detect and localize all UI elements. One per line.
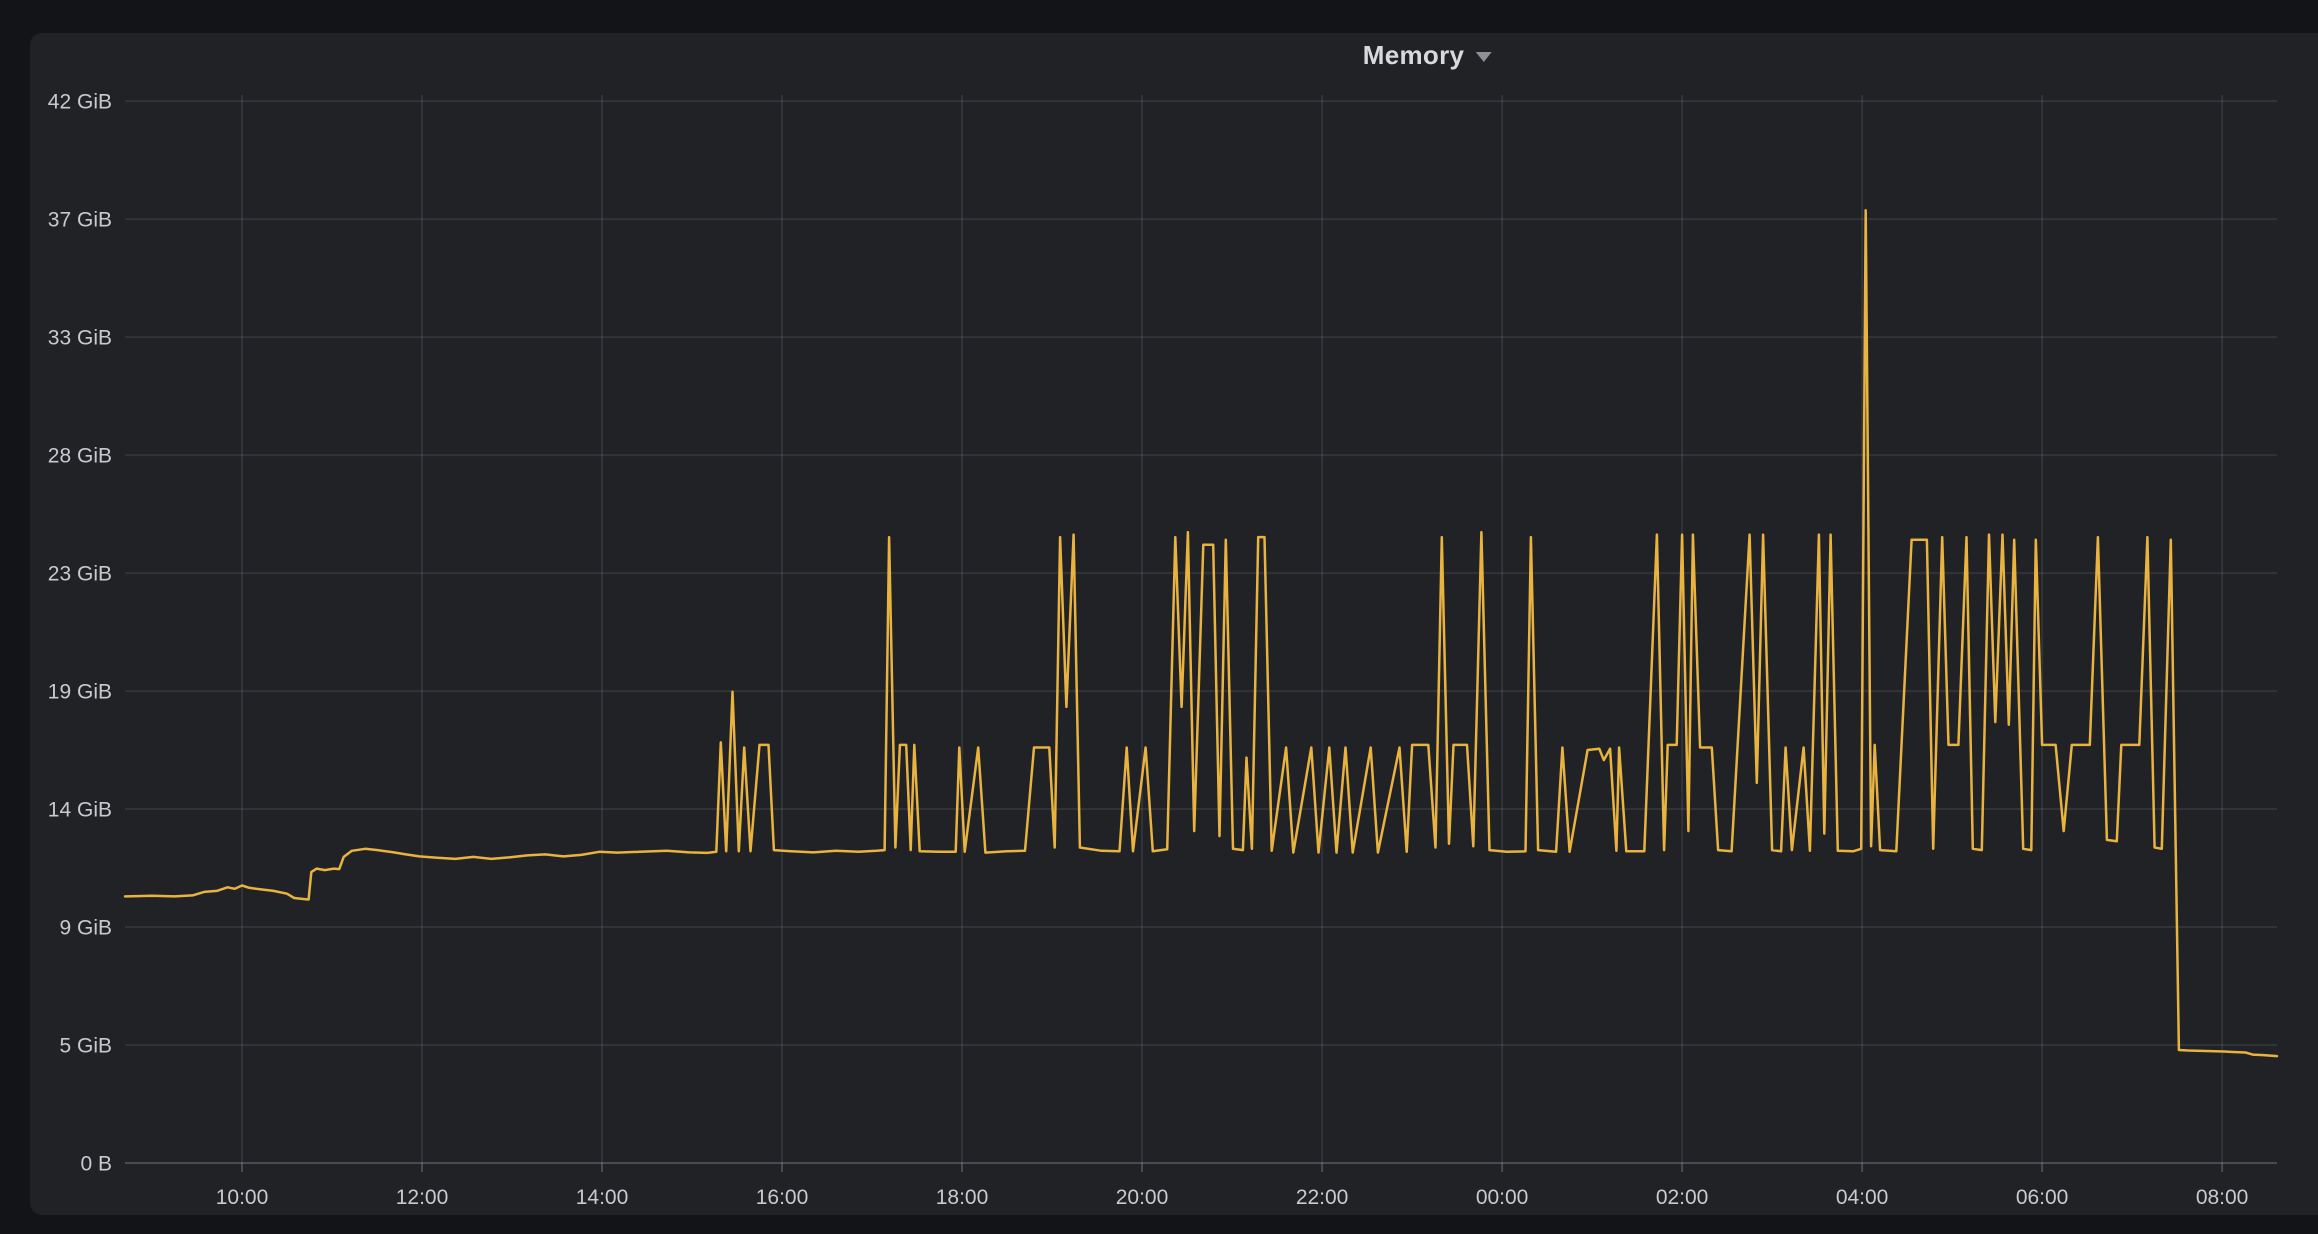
x-axis-tick-label: 14:00 — [576, 1186, 629, 1209]
memory-series-line — [123, 209, 2279, 1058]
x-axis-tick-label: 06:00 — [2016, 1186, 2069, 1209]
axis-lines — [125, 1162, 2277, 1172]
x-axis-tick-label: 22:00 — [1296, 1186, 1349, 1209]
axis-tick-labels: 0 B 5 GiB 9 GiB 14 GiB 19 GiB 23 GiB 28 GiB 33 … — [48, 91, 2249, 1209]
x-axis-tick-label: 12:00 — [396, 1186, 449, 1209]
panel-title: Memory — [1362, 40, 1465, 70]
y-axis-tick-label: 28 GiB — [48, 445, 112, 468]
y-axis-tick-label: 37 GiB — [48, 209, 112, 232]
y-axis-tick-label: 5 GiB — [59, 1035, 112, 1058]
y-axis-tick-label: 0 B — [80, 1153, 112, 1176]
x-axis-tick-label: 16:00 — [756, 1186, 809, 1209]
caret-down-icon — [1475, 52, 1492, 62]
x-axis-tick-label: 18:00 — [936, 1186, 989, 1209]
x-axis-tick-label: 04:00 — [1836, 1186, 1889, 1209]
x-axis-tick-label: 00:00 — [1476, 1186, 1529, 1209]
y-axis-tick-label: 9 GiB — [59, 917, 112, 940]
grid-lines — [125, 95, 2277, 1163]
series-lines — [123, 209, 2279, 1058]
x-axis-tick-label: 10:00 — [216, 1186, 269, 1209]
x-axis-tick-label: 08:00 — [2196, 1186, 2249, 1209]
y-axis-tick-label: 14 GiB — [48, 799, 112, 822]
y-axis-tick-label: 19 GiB — [48, 681, 112, 704]
y-axis-tick-label: 33 GiB — [48, 327, 112, 350]
y-axis-tick-label: 23 GiB — [48, 563, 112, 586]
y-axis-tick-label: 42 GiB — [48, 91, 112, 114]
panel-header[interactable]: Memory — [1363, 40, 1492, 71]
x-axis-tick-label: 02:00 — [1656, 1186, 1709, 1209]
x-axis-tick-label: 20:00 — [1116, 1186, 1169, 1209]
